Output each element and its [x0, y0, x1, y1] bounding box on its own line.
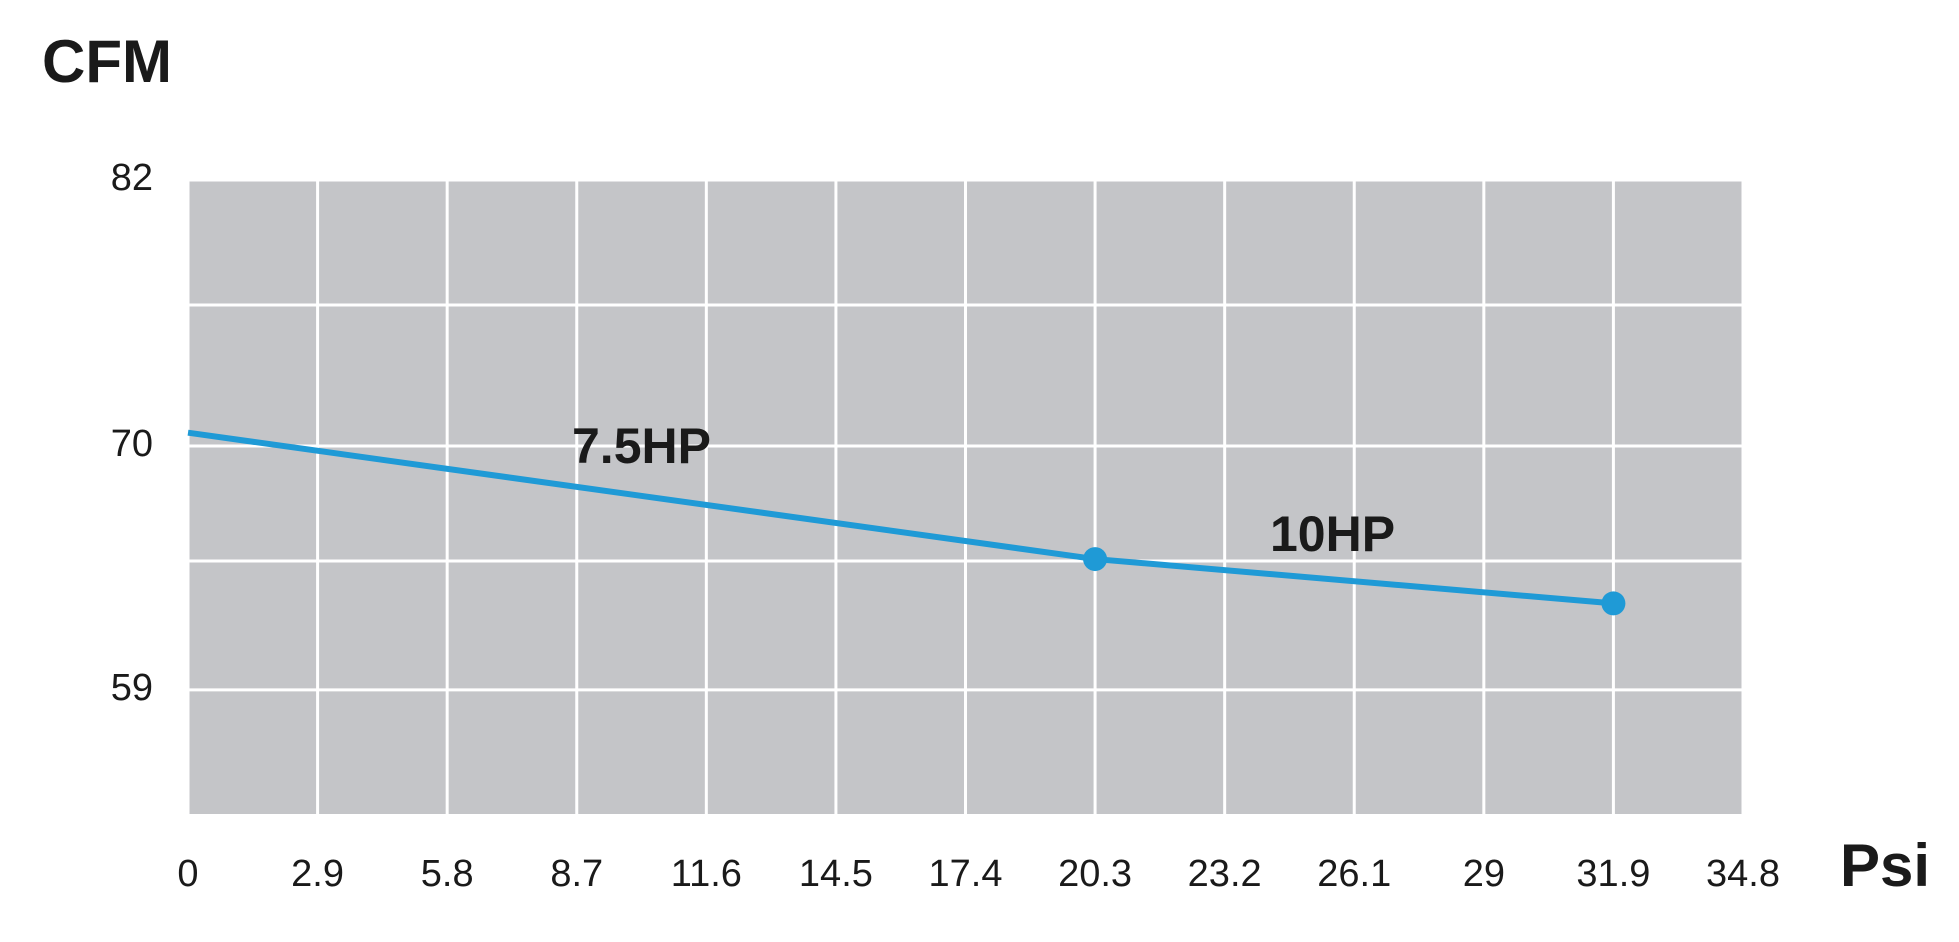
x-tick-label: 0: [177, 853, 198, 895]
x-tick-label: 14.5: [799, 853, 873, 895]
annotation: 10HP: [1270, 506, 1395, 562]
x-tick-label: 8.7: [550, 853, 603, 895]
x-axis-title: Psi: [1840, 832, 1930, 899]
x-tick-label: 2.9: [291, 853, 344, 895]
y-tick-label: 59: [111, 667, 153, 709]
y-tick-label: 82: [111, 157, 153, 199]
x-tick-label: 34.8: [1706, 853, 1780, 895]
x-tick-label: 23.2: [1188, 853, 1262, 895]
annotation: 7.5HP: [572, 418, 711, 474]
x-tick-label: 29: [1463, 853, 1505, 895]
x-tick-label: 20.3: [1058, 853, 1132, 895]
x-tick-label: 26.1: [1317, 853, 1391, 895]
x-tick-label: 31.9: [1576, 853, 1650, 895]
y-tick-label: 70: [111, 423, 153, 465]
x-tick-label: 11.6: [671, 853, 742, 895]
x-tick-label: 17.4: [929, 853, 1003, 895]
marker: [1601, 591, 1626, 616]
y-axis-title: CFM: [42, 28, 172, 95]
marker: [1083, 547, 1108, 572]
x-tick-label: 5.8: [421, 853, 474, 895]
